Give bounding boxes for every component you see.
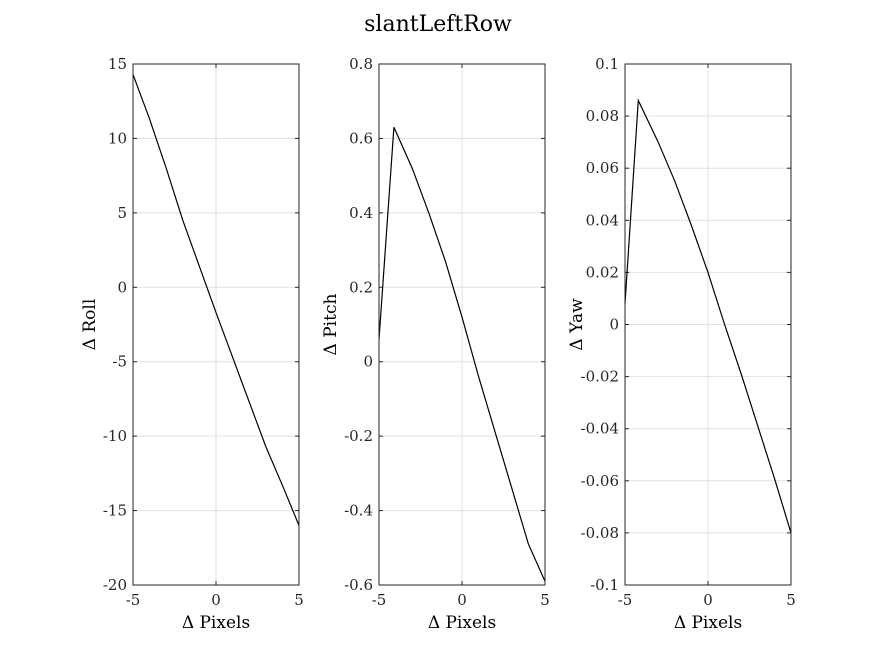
y-tick-label: -0.6 [344,576,373,594]
subplot-1: -5 0 5 -20 -15 -10 -5 0 5 10 15 Δ Pixels Δ Roll [80,55,304,633]
y-tick-label: 0.6 [349,129,373,147]
axes-frame [378,63,546,586]
y-tick-label: 0.8 [349,55,373,73]
y-tick-label: -15 [103,502,127,520]
y-tick-label: 0.02 [586,263,619,281]
y-tick-label: 5 [117,204,127,222]
subplot-3: -5 0 5 -0.1 -0.08 -0.06 -0.04 -0.02 0 0.02 0.04 0.0… [567,55,796,633]
axes-frame [624,63,792,586]
y-tick-label: 0.04 [586,211,619,229]
figure-title: slantLeftRow [364,12,512,37]
y-tick-label: -0.08 [581,524,619,542]
x-tick-label: 0 [457,591,467,609]
x-tick-label: 5 [294,591,304,609]
y-tick-label: 0 [609,316,619,334]
x-tick-label: -5 [618,591,633,609]
x-tick-label: -5 [372,591,387,609]
y-axis-label: Δ Pitch [321,294,341,356]
x-tick-label: -5 [126,591,141,609]
axes-frame [132,63,300,586]
series-line-1 [378,127,546,582]
series-line-1 [132,74,300,526]
y-tick-label: 10 [108,129,127,147]
x-tick-label: 0 [703,591,713,609]
x-axis-label: Δ Pixels [182,613,250,633]
x-axis-label: Δ Pixels [428,613,496,633]
x-tick-label: 5 [540,591,550,609]
y-tick-label: -20 [103,576,127,594]
y-axis-label: Δ Roll [80,299,100,351]
y-tick-label: 0 [117,278,127,296]
y-tick-label: 15 [108,55,127,73]
y-tick-label: 0.2 [349,278,373,296]
y-tick-label: -5 [112,353,127,371]
y-tick-label: 0.06 [586,159,619,177]
y-tick-label: -0.4 [344,502,373,520]
y-tick-label: 0.08 [586,107,619,125]
y-axis-label: Δ Yaw [567,298,587,351]
x-axis-label: Δ Pixels [674,613,742,633]
y-tick-label: 0 [363,353,373,371]
series-line-1 [624,98,792,534]
y-tick-label: 0.4 [349,204,373,222]
x-tick-label: 5 [786,591,796,609]
y-tick-label: -0.04 [581,420,619,438]
y-tick-label: -0.1 [590,576,619,594]
y-tick-label: 0.1 [595,55,619,73]
y-tick-label: -10 [103,427,127,445]
x-tick-label: 0 [211,591,221,609]
y-tick-label: -0.2 [344,427,373,445]
y-tick-label: -0.02 [581,368,619,386]
y-tick-label: -0.06 [581,472,619,490]
subplot-2: -5 0 5 -0.6 -0.4 -0.2 0 0.2 0.4 0.6 0.8 Δ Pixels Δ P… [321,55,550,633]
